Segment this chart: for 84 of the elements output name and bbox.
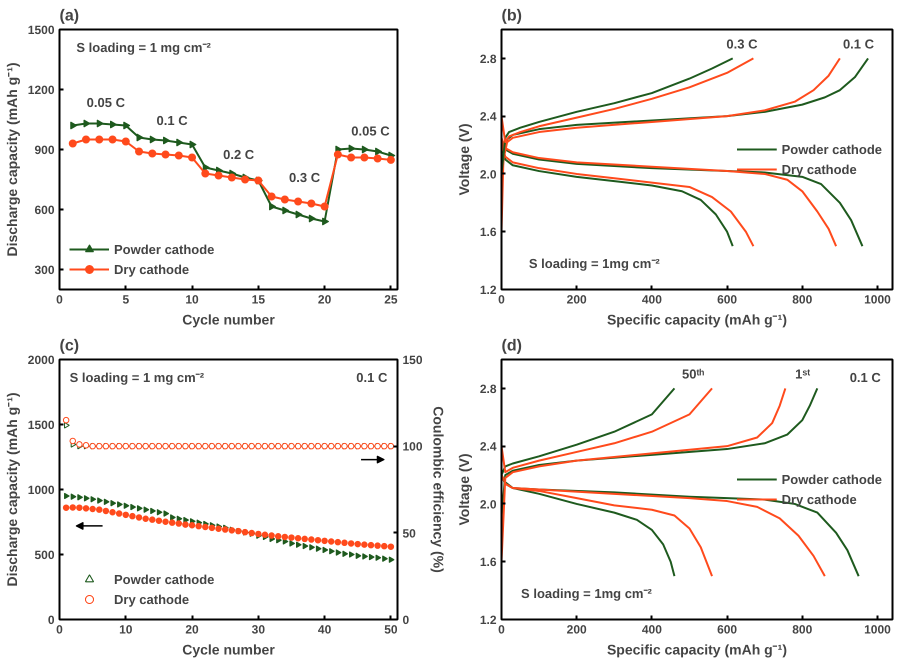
y-tick-label: 1000 [28,483,55,497]
x-tick-label: 600 [717,622,738,636]
x-tick-label: 200 [566,622,588,636]
y-tick-label: 900 [34,143,55,157]
annotation: 0.3 C [726,36,758,52]
annotation: 0.2 C [223,146,255,162]
y2-tick-label: 150 [402,353,423,367]
legend-label: Powder cathode [114,242,214,256]
legend-label: Powder cathode [114,572,214,586]
x-tick-label: 40 [318,622,332,636]
y-tick-label: 2.8 [480,382,497,396]
annotation: 0.1 C [156,113,188,128]
y-tick-label: 1200 [28,83,55,97]
y2-axis-title: Coulombic efficiency (%) [430,406,447,573]
legend-label: Dry cathode [782,492,857,506]
x-tick-label: 10 [185,292,200,306]
chart-title: (b) [502,8,522,24]
x-tick-label: 10 [119,622,133,636]
y2-tick-label: 100 [402,440,423,454]
annotation: 0.05 C [351,123,390,138]
y-tick-label: 1.6 [480,555,497,570]
x-tick-label: 0 [56,622,64,636]
legend-label: Dry cathode [114,592,190,606]
x-tick-label: 0 [498,292,506,306]
y-tick-label: 1.2 [480,283,497,297]
x-tick-label: 1000 [864,622,892,636]
x-tick-label: 400 [642,622,662,636]
y-tick-label: 1.6 [480,225,497,240]
chart-title: (d) [502,338,522,354]
annotation: 0.05 C [86,94,126,110]
y-tick-label: 1500 [28,418,55,432]
y-tick-label: 2.0 [480,167,497,182]
x-tick-label: 25 [384,292,398,306]
y-tick-label: 2.8 [480,52,497,66]
y2-tick-label: 0 [402,613,410,627]
annotation: S loading = 1mg cm⁻² [521,586,652,601]
annotation: 0.3 C [289,170,321,186]
annotation: S loading = 1 mg cm⁻² [70,370,205,386]
annotation: S loading = 1mg cm⁻² [528,256,660,271]
x-axis-title: Specific capacity (mAh g⁻¹) [606,642,788,658]
annotation: 0.1 C [356,370,388,386]
annotation: 1ˢᵗ [795,366,810,382]
x-tick-label: 15 [252,292,266,306]
x-tick-label: 800 [792,292,813,306]
legend-label: Dry cathode [782,162,857,176]
chart-title: (c) [60,338,80,354]
legend-label: Powder cathode [782,142,882,156]
x-tick-label: 800 [792,622,813,636]
y-axis-title: Voltage (V) [456,123,472,196]
y-tick-label: 600 [34,203,55,217]
y-axis-title: Voltage (V) [456,453,472,526]
annotation: 50ᵗʰ [682,366,704,382]
x-tick-label: 30 [252,622,266,636]
y-tick-label: 2.4 [480,440,497,454]
annotation: S loading = 1 mg cm⁻² [76,40,212,56]
y2-tick-label: 50 [402,526,416,540]
x-tick-label: 200 [566,292,588,306]
annotation: 0.1 C [850,370,882,386]
y-tick-label: 0 [48,613,55,627]
x-axis-title: Cycle number [182,312,276,328]
x-tick-label: 400 [642,292,662,306]
x-tick-label: 0 [498,622,506,636]
chart-title: (a) [60,8,80,24]
legend-label: Dry cathode [114,262,190,276]
y-tick-label: 2.4 [480,110,497,124]
annotation: 0.1 C [842,36,875,52]
y-tick-label: 1500 [28,23,55,37]
x-tick-label: 5 [122,292,130,306]
y-tick-label: 300 [34,263,55,277]
y-tick-label: 1.2 [480,613,497,627]
x-tick-label: 20 [318,292,332,306]
x-axis-title: Specific capacity (mAh g⁻¹) [606,312,788,328]
x-tick-label: 50 [384,622,398,636]
y-tick-label: 2000 [28,353,55,367]
y-axis-title: Discharge capacity (mAh g⁻¹) [4,392,20,587]
y-tick-label: 2.0 [480,497,497,512]
legend-label: Powder cathode [782,472,882,486]
x-tick-label: 1000 [864,292,892,306]
x-axis-title: Cycle number [182,642,276,658]
y-axis-title: Discharge capacity (mAh g⁻¹) [4,62,20,257]
y-tick-label: 500 [34,548,55,562]
x-tick-label: 20 [185,622,200,636]
x-tick-label: 600 [717,292,738,306]
x-tick-label: 0 [56,292,64,306]
